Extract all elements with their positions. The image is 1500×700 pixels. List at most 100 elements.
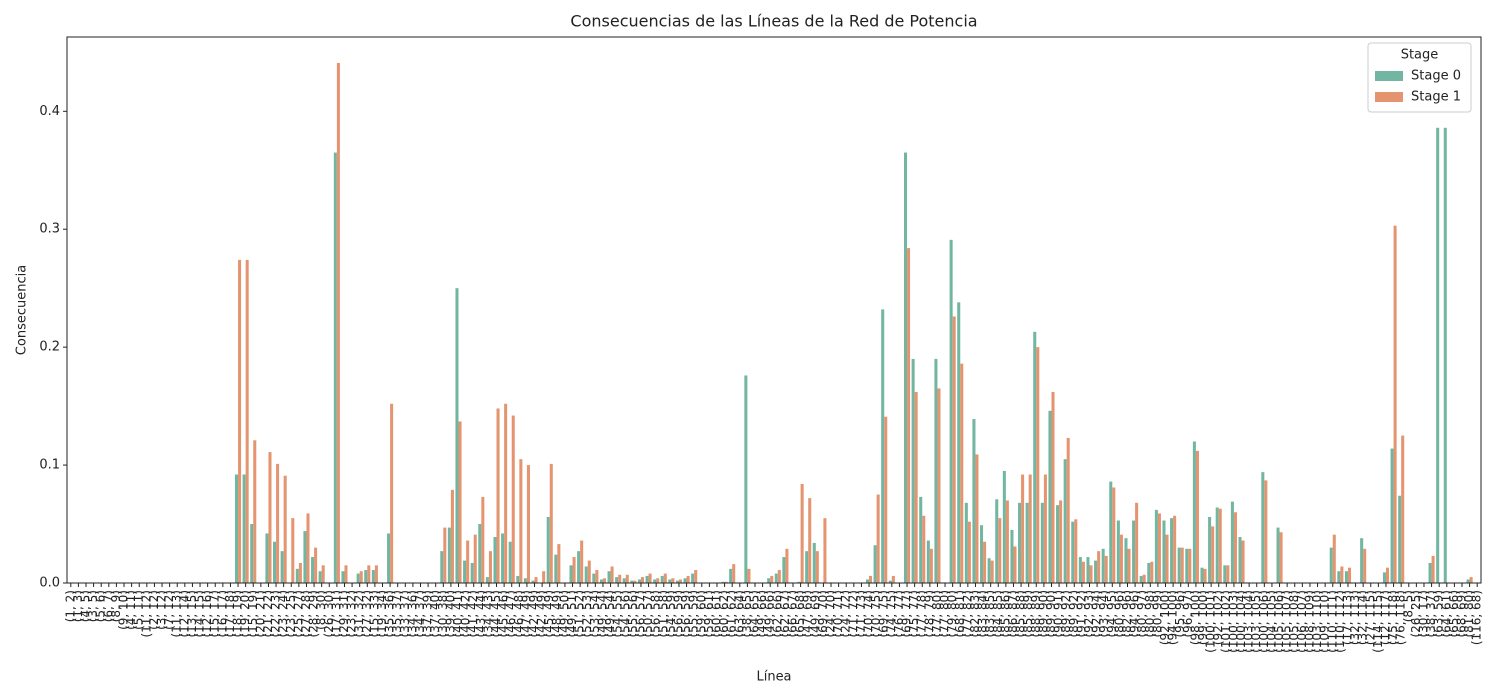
x-tick-label: (47, 49)	[519, 590, 533, 638]
bar	[1223, 565, 1227, 583]
bar	[1428, 562, 1432, 583]
bar	[691, 573, 695, 583]
x-tick-label: (56, 59)	[671, 590, 685, 638]
bar	[678, 579, 683, 583]
bar	[235, 474, 239, 583]
x-tick-label: (8, 5)	[1401, 590, 1415, 622]
bar	[668, 579, 672, 583]
bar	[1094, 560, 1098, 583]
bar	[967, 521, 971, 583]
bar	[455, 288, 459, 583]
bar	[447, 527, 451, 583]
x-tick-label: (1, 2)	[63, 590, 77, 622]
x-tick-label: (80, 96)	[1112, 590, 1126, 638]
bar	[686, 575, 690, 583]
bar	[630, 580, 634, 583]
y-tick-label: 0.1	[39, 458, 60, 473]
x-tick-label: (18, 19)	[231, 590, 245, 638]
bar	[972, 419, 976, 583]
x-tick-label: (21, 22)	[261, 590, 275, 638]
bar	[265, 533, 269, 583]
x-tick-label: (49, 69)	[808, 590, 822, 638]
x-tick-label: (40, 42)	[459, 590, 473, 638]
bar	[356, 573, 360, 583]
bar	[557, 544, 561, 583]
x-tick-label: (66, 67)	[786, 590, 800, 638]
bar	[584, 566, 588, 583]
x-tick-label: (3, 12)	[155, 590, 169, 630]
x-tick-label: (30, 17)	[1416, 590, 1430, 638]
x-tick-label: (77, 78)	[915, 590, 929, 638]
x-tick-label: (20, 21)	[253, 590, 267, 638]
bar	[1230, 501, 1234, 583]
x-tick-label: (89, 92)	[1067, 590, 1081, 638]
bar	[767, 578, 771, 583]
bar	[387, 533, 391, 583]
x-tick-label: (6, 7)	[101, 590, 115, 622]
bar	[1188, 548, 1192, 583]
x-tick-label: (70, 75)	[869, 590, 883, 638]
x-tick-label: (116, 68)	[1470, 590, 1484, 645]
bar	[1005, 500, 1009, 583]
bar	[534, 577, 538, 583]
bar	[1192, 441, 1196, 583]
bar	[273, 541, 277, 583]
bar	[1337, 571, 1341, 583]
bar	[774, 573, 778, 583]
bar	[721, 581, 725, 583]
bar	[983, 541, 987, 583]
x-tick-label: (80, 99)	[1150, 590, 1164, 638]
bar	[523, 578, 527, 583]
x-tick-label: (54, 59)	[664, 590, 678, 638]
x-tick-label: (68, 81)	[953, 590, 967, 638]
bar	[663, 573, 667, 583]
x-tick-label: (75, 77)	[907, 590, 921, 638]
x-tick-label: (76, 77)	[892, 590, 906, 638]
legend-swatch	[1375, 92, 1403, 102]
bar	[1021, 474, 1025, 583]
x-tick-label: (15, 17)	[208, 590, 222, 638]
bar	[675, 580, 679, 583]
bar	[694, 570, 698, 583]
x-tick-label: (4, 5)	[79, 590, 93, 622]
bar	[683, 578, 687, 583]
x-tick-label: (60, 61)	[709, 590, 723, 638]
x-tick-label: (27, 32)	[360, 590, 374, 638]
bar	[291, 518, 295, 583]
bar	[592, 573, 596, 583]
x-tick-label: (41, 42)	[466, 590, 480, 638]
x-tick-label: (28, 29)	[307, 590, 321, 638]
x-tick-label: (82, 83)	[968, 590, 982, 638]
x-tick-label: (9, 10)	[117, 590, 131, 630]
x-tick-label: (49, 66)	[755, 590, 769, 638]
bar	[458, 421, 462, 583]
x-tick-label: (11, 13)	[170, 590, 184, 638]
x-tick-label: (78, 79)	[922, 590, 936, 638]
x-tick-label: (71, 72)	[846, 590, 860, 638]
x-tick-label: (50, 57)	[641, 590, 655, 638]
bar	[1233, 512, 1237, 583]
bar	[1101, 548, 1105, 583]
bar	[554, 554, 558, 583]
x-tick-label: (34, 36)	[405, 590, 419, 638]
x-tick-label: (19, 34)	[375, 590, 389, 638]
x-tick-label: (88, 89)	[1029, 590, 1043, 638]
bar	[823, 518, 827, 583]
x-tick-label: (49, 50)	[557, 590, 571, 638]
bar	[526, 465, 530, 583]
bar	[907, 248, 911, 583]
x-tick-label: (108, 109)	[1302, 590, 1316, 653]
x-tick-label: (45, 46)	[497, 590, 511, 638]
x-tick-label: (104, 105)	[1264, 590, 1278, 653]
x-tick-label: (8, 9)	[109, 590, 123, 622]
bar	[493, 537, 497, 583]
bar	[1147, 562, 1151, 583]
bar	[1279, 532, 1283, 583]
bar	[1180, 547, 1184, 583]
bar	[1195, 450, 1199, 583]
bar	[531, 580, 535, 583]
x-tick-label: (7, 12)	[162, 590, 176, 630]
x-tick-label: (45, 49)	[542, 590, 556, 638]
bar	[1203, 568, 1207, 583]
x-tick-label: (65, 66)	[1447, 590, 1461, 638]
